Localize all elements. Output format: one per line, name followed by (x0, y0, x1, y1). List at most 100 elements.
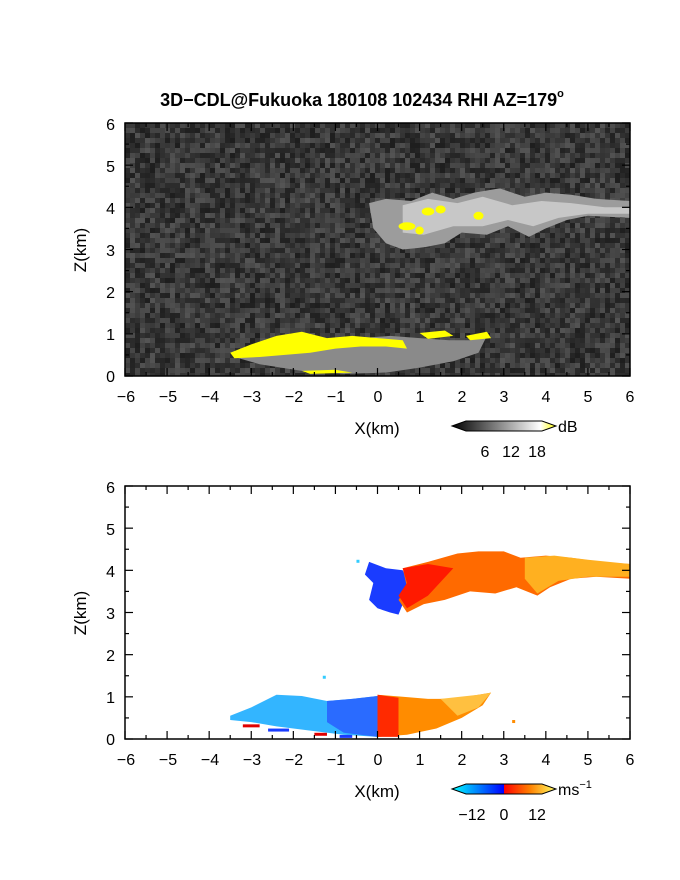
noise-cell (560, 268, 565, 273)
noise-cell (490, 313, 495, 318)
noise-cell (385, 158, 390, 163)
noise-cell (505, 338, 510, 343)
noise-cell (260, 253, 265, 258)
noise-cell (150, 298, 155, 303)
noise-cell (470, 128, 475, 133)
noise-cell (485, 283, 490, 288)
noise-cell (210, 163, 215, 168)
noise-cell (195, 203, 200, 208)
noise-cell (150, 338, 155, 343)
noise-cell (265, 228, 270, 233)
noise-cell (415, 158, 420, 163)
noise-cell (600, 218, 605, 223)
noise-cell (510, 153, 515, 158)
noise-cell (205, 298, 210, 303)
noise-cell (575, 348, 580, 353)
noise-cell (500, 283, 505, 288)
noise-cell (370, 173, 375, 178)
noise-cell (610, 123, 615, 128)
noise-cell (215, 323, 220, 328)
noise-cell (215, 173, 220, 178)
noise-cell (435, 288, 440, 293)
noise-cell (310, 228, 315, 233)
noise-cell (520, 158, 525, 163)
noise-cell (555, 353, 560, 358)
noise-cell (365, 123, 370, 128)
noise-cell (245, 148, 250, 153)
noise-cell (365, 163, 370, 168)
noise-cell (460, 183, 465, 188)
noise-cell (235, 283, 240, 288)
noise-cell (265, 298, 270, 303)
noise-cell (260, 268, 265, 273)
noise-cell (295, 228, 300, 233)
noise-cell (550, 138, 555, 143)
noise-cell (560, 188, 565, 193)
noise-cell (620, 253, 625, 258)
noise-cell (490, 318, 495, 323)
noise-cell (185, 143, 190, 148)
noise-cell (515, 323, 520, 328)
noise-cell (385, 253, 390, 258)
noise-cell (170, 283, 175, 288)
noise-cell (345, 228, 350, 233)
noise-cell (280, 138, 285, 143)
noise-cell (505, 263, 510, 268)
noise-cell (195, 313, 200, 318)
noise-cell (200, 168, 205, 173)
noise-cell (340, 198, 345, 203)
noise-cell (330, 293, 335, 298)
noise-cell (320, 128, 325, 133)
noise-cell (340, 213, 345, 218)
noise-cell (425, 263, 430, 268)
noise-cell (225, 358, 230, 363)
noise-cell (525, 263, 530, 268)
noise-cell (570, 123, 575, 128)
noise-cell (150, 208, 155, 213)
noise-cell (285, 328, 290, 333)
noise-cell (570, 353, 575, 358)
noise-cell (395, 328, 400, 333)
noise-cell (530, 298, 535, 303)
noise-cell (570, 263, 575, 268)
noise-cell (560, 263, 565, 268)
noise-cell (230, 348, 235, 353)
noise-cell (335, 148, 340, 153)
noise-cell (565, 353, 570, 358)
noise-cell (130, 348, 135, 353)
noise-cell (340, 233, 345, 238)
noise-cell (310, 318, 315, 323)
noise-cell (315, 258, 320, 263)
noise-cell (230, 253, 235, 258)
noise-cell (615, 343, 620, 348)
noise-cell (310, 283, 315, 288)
noise-cell (155, 188, 160, 193)
noise-cell (265, 223, 270, 228)
noise-cell (445, 303, 450, 308)
noise-cell (370, 273, 375, 278)
noise-cell (375, 138, 380, 143)
noise-cell (360, 328, 365, 333)
noise-cell (550, 278, 555, 283)
noise-cell (195, 123, 200, 128)
noise-cell (465, 148, 470, 153)
noise-cell (560, 148, 565, 153)
noise-cell (150, 193, 155, 198)
noise-cell (530, 258, 535, 263)
noise-cell (140, 283, 145, 288)
noise-cell (405, 133, 410, 138)
noise-cell (410, 178, 415, 183)
noise-cell (625, 298, 630, 303)
noise-cell (325, 323, 330, 328)
noise-cell (200, 148, 205, 153)
noise-cell (360, 243, 365, 248)
noise-cell (175, 258, 180, 263)
noise-cell (140, 228, 145, 233)
noise-cell (220, 318, 225, 323)
noise-cell (325, 278, 330, 283)
noise-cell (525, 238, 530, 243)
noise-cell (420, 278, 425, 283)
noise-cell (180, 168, 185, 173)
noise-cell (135, 213, 140, 218)
noise-cell (530, 283, 535, 288)
